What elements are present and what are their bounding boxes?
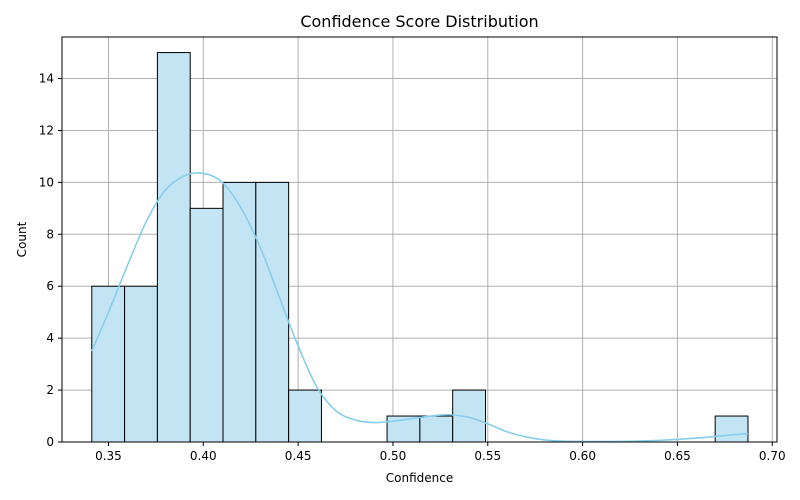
histogram-bar <box>714 415 749 443</box>
y-tick-label: 0 <box>46 435 54 449</box>
y-tick-label: 12 <box>39 123 54 137</box>
y-tick-label: 10 <box>39 175 54 189</box>
y-tick-label: 14 <box>39 72 54 86</box>
tick-layer: 0.35 0.40 0.45 0.50 0.55 0.60 0.65 0.70 0 2 4 6 8 10 1… <box>39 72 786 463</box>
y-axis-label: Count <box>15 221 29 257</box>
histogram-bar <box>419 415 454 443</box>
histogram-bar <box>288 389 322 443</box>
y-tick-label: 8 <box>46 227 54 241</box>
bar-layer <box>91 52 749 443</box>
x-tick-label: 0.40 <box>190 449 217 463</box>
histogram-bar <box>255 181 290 443</box>
x-tick-label: 0.50 <box>380 449 407 463</box>
plot-frame <box>61 36 778 443</box>
y-tick-label: 2 <box>46 383 54 397</box>
x-axis-label: Confidence <box>386 471 453 485</box>
kde-curve <box>91 172 749 443</box>
histogram-bar <box>222 181 257 443</box>
kde-layer <box>91 172 749 443</box>
x-tick-label: 0.70 <box>759 449 786 463</box>
x-tick-label: 0.65 <box>664 449 691 463</box>
histogram-bar <box>156 52 191 443</box>
x-tick-label: 0.60 <box>569 449 596 463</box>
x-tick-label: 0.55 <box>474 449 501 463</box>
chart-title: Confidence Score Distribution <box>300 12 538 31</box>
y-tick-label: 6 <box>46 279 54 293</box>
histogram-bar <box>189 207 224 443</box>
x-tick-label: 0.45 <box>285 449 312 463</box>
x-tick-label: 0.35 <box>95 449 122 463</box>
histogram-bar <box>91 285 126 443</box>
y-tick-label: 4 <box>46 331 54 345</box>
histogram-bar <box>124 285 158 443</box>
